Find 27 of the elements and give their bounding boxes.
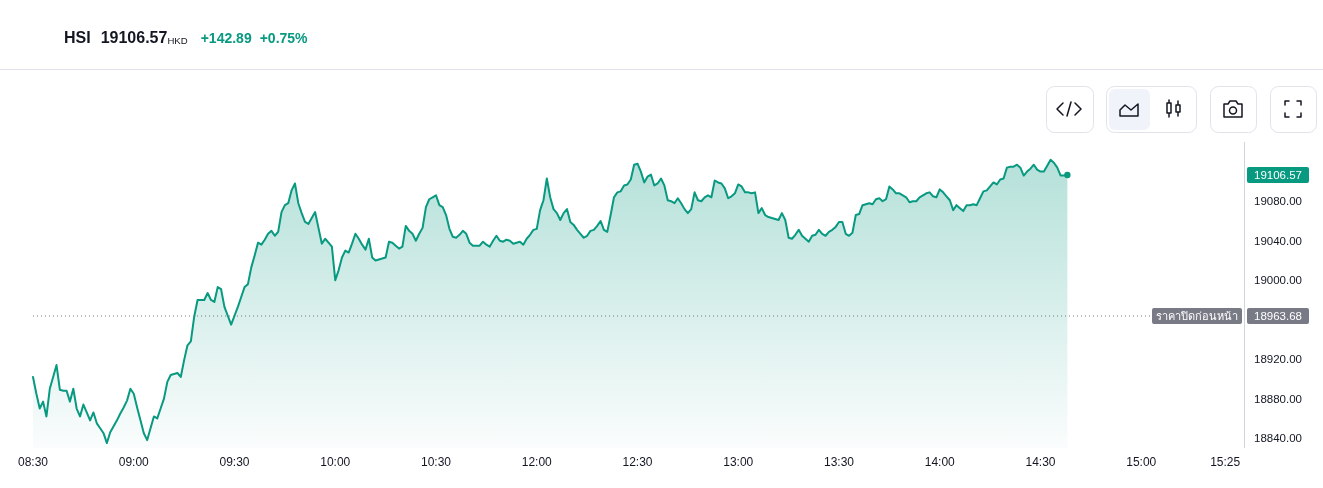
- y-tick-label: 18880.00: [1254, 392, 1302, 405]
- annotation: +142.89: [200, 30, 252, 46]
- y-tick-label: 18920.00: [1254, 353, 1302, 366]
- ref-line-label: ราคาปิดก่อนหน้า: [1156, 310, 1238, 323]
- x-tick-label: 14:30: [1025, 455, 1056, 469]
- annotation: +0.75%: [259, 30, 308, 46]
- x-tick-label: 10:30: [421, 455, 451, 469]
- x-tick-label: 10:00: [320, 455, 351, 469]
- x-tick-label: 09:30: [219, 455, 250, 469]
- subtitle: 19106.57HKD: [100, 29, 188, 46]
- x-tick-label: 13:00: [723, 455, 754, 469]
- x-tick-label: 14:00: [924, 455, 955, 469]
- x-tick-label: 09:00: [118, 455, 149, 469]
- y-tick-label: 18840.00: [1254, 432, 1302, 445]
- y-tick-label: 19040.00: [1254, 234, 1302, 247]
- x-tick-label: 12:30: [622, 455, 653, 469]
- x-tick-label: 13:30: [824, 455, 854, 469]
- x-tick-label: 15:00: [1126, 455, 1157, 469]
- ref-line-label: ราคาปิดก่อนหน้า: [1152, 308, 1242, 325]
- title: HSI: [64, 29, 91, 46]
- x-tick-label: 08:30: [18, 455, 48, 469]
- x-tick-label: 15:25: [1210, 455, 1241, 469]
- y-tick-label: 19080.00: [1254, 195, 1302, 208]
- price-scale-label: 19106.57: [1247, 167, 1309, 183]
- price-scale-label: 18963.68: [1247, 308, 1309, 325]
- x-tick-label: 12:00: [521, 455, 552, 469]
- y-tick-label: 19000.00: [1254, 274, 1302, 287]
